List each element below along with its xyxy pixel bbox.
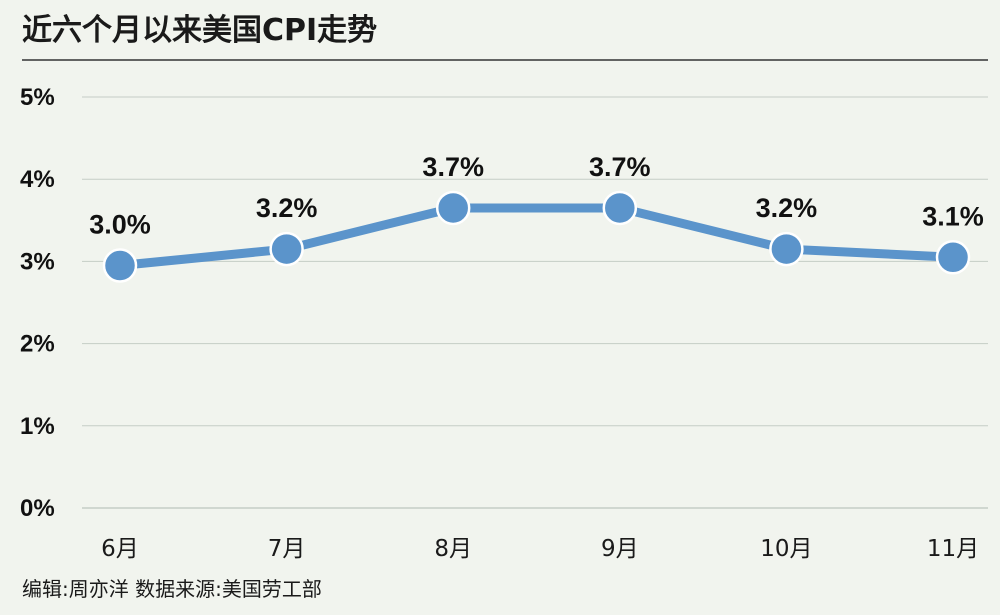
- data-point: [435, 190, 471, 226]
- y-axis-ticks: 0% 1% 2% 3% 4% 5%: [20, 84, 55, 522]
- y-tick-label: 2%: [20, 331, 55, 358]
- data-point: [102, 248, 138, 283]
- series-cpi: 3.0% 3.2% 3.7% 3.7% 3.2% 3.1%: [89, 152, 984, 283]
- x-tick-label: 6月: [101, 536, 139, 562]
- data-point: [769, 231, 804, 267]
- data-label: 3.2%: [256, 193, 318, 223]
- x-tick-label: 9月: [601, 536, 639, 562]
- y-tick-label: 4%: [20, 166, 55, 193]
- x-tick-label: 8月: [434, 536, 472, 562]
- data-label: 3.7%: [589, 152, 651, 182]
- footer-credit: 编辑:周亦洋 数据来源:美国劳工部: [22, 577, 322, 601]
- data-label: 3.1%: [922, 201, 984, 231]
- y-tick-label: 5%: [20, 84, 55, 111]
- y-tick-label: 3%: [20, 248, 55, 275]
- series-line: [115, 203, 958, 271]
- x-tick-label: 11月: [927, 536, 979, 562]
- y-tick-label: 0%: [20, 495, 55, 522]
- data-point: [935, 240, 971, 275]
- data-label: 3.7%: [422, 152, 484, 182]
- chart-title: 近六个月以来美国CPI走势: [22, 13, 377, 48]
- data-label: 3.2%: [756, 193, 818, 223]
- data-label: 3.0%: [89, 210, 151, 240]
- data-point: [602, 190, 638, 226]
- y-tick-label: 1%: [20, 413, 55, 440]
- grid-lines: [82, 96, 988, 509]
- x-tick-label: 10月: [760, 536, 812, 562]
- data-point: [269, 231, 304, 267]
- x-axis-ticks: 6月 7月 8月 9月 10月 11月: [101, 536, 979, 562]
- x-tick-label: 7月: [268, 536, 306, 562]
